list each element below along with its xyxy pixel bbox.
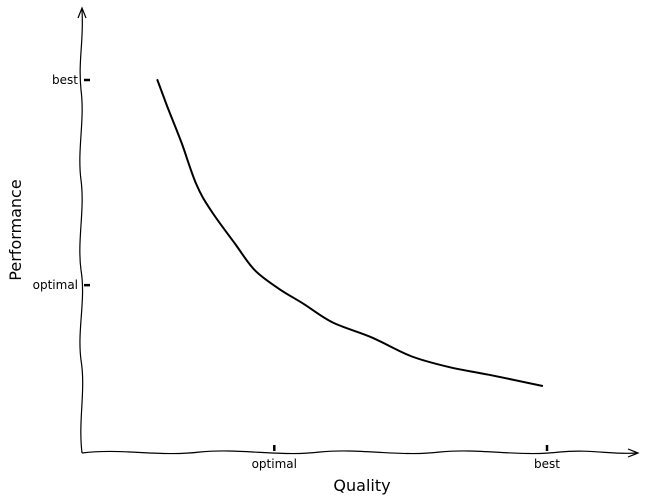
x-tick-label: best — [534, 457, 560, 471]
x-axis-arrow — [627, 448, 640, 458]
y-tick-label: optimal — [33, 278, 78, 292]
y-ticks: optimal best — [33, 73, 90, 292]
y-axis-title: Performance — [6, 179, 25, 280]
y-axis-line — [79, 9, 84, 454]
x-axis-line — [81, 450, 637, 455]
x-ticks: optimal best — [252, 445, 560, 471]
y-axis-arrow — [77, 6, 87, 19]
y-tick-label: best — [52, 73, 78, 87]
x-tick-label: optimal — [252, 457, 297, 471]
x-axis-title: Quality — [333, 476, 390, 495]
series-line — [156, 79, 544, 387]
